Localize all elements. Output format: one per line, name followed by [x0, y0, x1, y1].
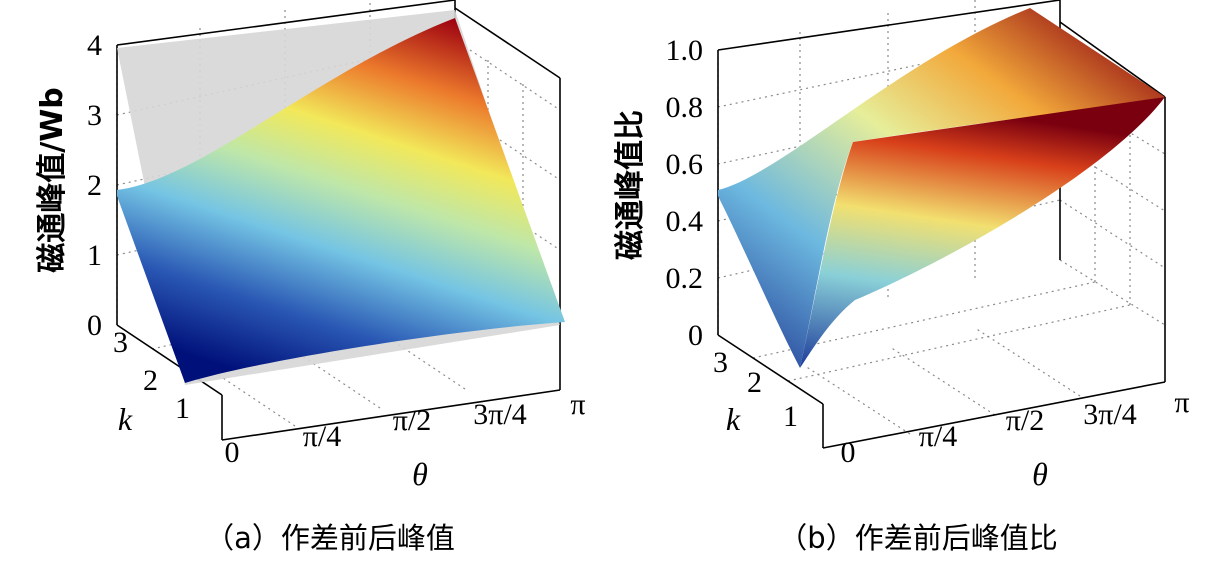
- panel-a-x-tick: π: [570, 388, 585, 421]
- panel-a-x-tick: π/4: [303, 420, 341, 453]
- panel-b-back-surface: [718, 8, 1165, 368]
- panel-a-z-tick: 3: [87, 99, 102, 132]
- panel-b-z-tick: 0.6: [666, 148, 704, 181]
- panel-a-x-tick: π/2: [393, 404, 431, 437]
- panel-b-x-tick: π: [1174, 386, 1189, 419]
- panel-b-x-tick: 3π/4: [1083, 398, 1136, 431]
- panel-a-x-label: θ: [412, 456, 428, 492]
- panel-a: 0 1 2 3 4 1 2 3 0 π/4 π/2 3π/4 π 磁通峰值/Wb…: [35, 0, 586, 555]
- panel-a-z-label: 磁通峰值/Wb: [35, 87, 70, 273]
- panel-a-x-ticks: 0 π/4 π/2 3π/4 π: [225, 388, 586, 469]
- panel-a-caption: （a）作差前后峰值: [205, 521, 455, 555]
- panel-a-y-tick: 1: [175, 392, 190, 425]
- panel-b-x-tick: π/4: [919, 420, 957, 453]
- panel-a-colored-surface: [117, 18, 565, 383]
- panel-a-z-tick: 1: [87, 239, 102, 272]
- panel-b-front-surface: [800, 97, 1165, 368]
- panel-b-y-label: k: [726, 401, 741, 437]
- panel-b-x-tick: π/2: [1006, 404, 1044, 437]
- panel-b-y-tick: 2: [747, 366, 762, 399]
- panel-b-x-tick: 0: [841, 436, 856, 469]
- panel-b-y-tick: 1: [783, 400, 798, 433]
- panel-a-z-tick: 0: [87, 309, 102, 342]
- panel-a-x-tick: 3π/4: [473, 398, 526, 431]
- panel-b-x-ticks: 0 π/4 π/2 3π/4 π: [841, 386, 1190, 469]
- panel-a-z-tick: 2: [87, 169, 102, 202]
- panel-a-z-ticks: 0 1 2 3 4: [87, 29, 102, 342]
- panel-b-z-tick: 1.0: [666, 34, 704, 67]
- panel-b-x-label: θ: [1032, 456, 1048, 492]
- panel-a-y-label: k: [118, 401, 133, 437]
- panel-b-z-tick: 0: [688, 319, 703, 352]
- panel-b-y-ticks: 1 2 3: [713, 346, 798, 433]
- panel-a-y-tick: 2: [143, 364, 158, 397]
- panel-b-z-label: 磁通峰值比: [613, 110, 648, 260]
- panel-b-caption: （b）作差前后峰值比: [778, 521, 1057, 555]
- panel-b-z-ticks: 0 0.2 0.4 0.6 0.8 1.0: [666, 34, 704, 352]
- panel-b-z-tick: 0.4: [666, 205, 704, 238]
- panel-b-z-tick: 0.8: [666, 91, 704, 124]
- panel-a-y-tick: 3: [113, 326, 128, 359]
- panel-b-y-tick: 3: [713, 346, 728, 379]
- panel-b: 0 0.2 0.4 0.6 0.8 1.0 1 2 3 0 π/4 π/2 3π…: [613, 0, 1190, 555]
- panel-a-y-ticks: 1 2 3: [113, 326, 190, 425]
- panel-b-z-tick: 0.2: [666, 262, 704, 295]
- panel-a-z-tick: 4: [87, 29, 102, 62]
- panel-a-x-tick: 0: [225, 436, 240, 469]
